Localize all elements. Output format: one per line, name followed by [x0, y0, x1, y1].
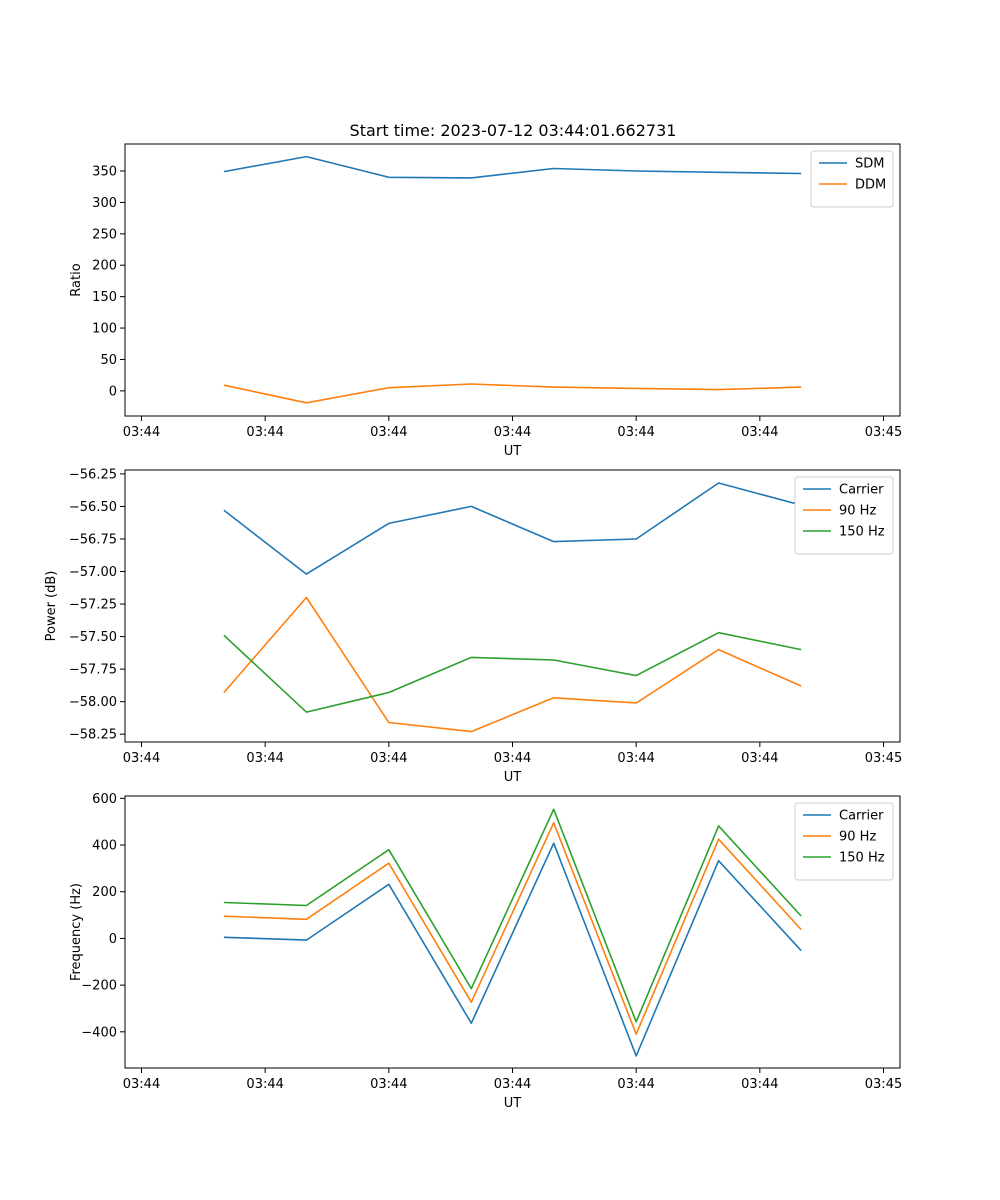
- legend: [810, 150, 894, 208]
- x-tick-label: 03:44: [370, 1077, 407, 1092]
- plot-frame: [124, 795, 901, 1069]
- panel-power: 03:44 03:44 03:44 03:44 03:44 03:44 03:45 −58.2…: [44, 467, 902, 785]
- panel-frequency: 03:44 03:44 03:44 03:44 03:44 03:44 03:45 −400 −…: [69, 792, 902, 1111]
- y-tick-label: 100: [92, 322, 117, 337]
- series-line-150-hz: [223, 631, 802, 713]
- series-line-sdm: [223, 155, 802, 179]
- y-tick-label: −57.25: [69, 598, 117, 613]
- x-tick-label: 03:44: [617, 751, 654, 766]
- x-axis-label: UT: [504, 770, 522, 785]
- y-tick-label: 0: [109, 932, 117, 947]
- legend-label: SDM: [855, 157, 884, 172]
- x-tick-label: 03:44: [617, 425, 654, 440]
- x-tick-label: 03:44: [494, 1077, 531, 1092]
- y-tick-label: −56.25: [69, 467, 117, 482]
- x-tick-label: 03:44: [246, 1077, 283, 1092]
- y-tick-label: 200: [92, 885, 117, 900]
- y-axis-label: Frequency (Hz): [69, 883, 84, 981]
- series-line-carrier: [223, 842, 802, 1057]
- x-tick-label: 03:45: [865, 1077, 902, 1092]
- y-tick-label: 300: [92, 196, 117, 211]
- legend: [794, 476, 894, 555]
- x-tick-label: 03:44: [246, 751, 283, 766]
- y-axis-label: Ratio: [69, 263, 84, 296]
- series-line-ddm: [223, 383, 802, 404]
- y-tick-label: 200: [92, 259, 117, 274]
- y-tick-label: −57.00: [69, 565, 117, 580]
- series-line-90-hz: [223, 821, 802, 1035]
- series-line-carrier: [223, 482, 802, 575]
- legend-label: 90 Hz: [839, 830, 876, 845]
- x-tick-label: 03:44: [370, 751, 407, 766]
- y-tick-label: −57.75: [69, 663, 117, 678]
- x-tick-label: 03:45: [865, 751, 902, 766]
- legend-label: 90 Hz: [839, 504, 876, 519]
- legend-label: DDM: [855, 178, 886, 193]
- legend-label: Carrier: [839, 809, 884, 824]
- y-tick-label: −58.00: [69, 695, 117, 710]
- plot-frame: [124, 469, 901, 743]
- y-tick-label: 150: [92, 290, 117, 305]
- y-tick-label: −56.50: [69, 500, 117, 515]
- x-tick-label: 03:44: [123, 751, 160, 766]
- y-tick-label: 350: [92, 165, 117, 180]
- y-tick-label: 50: [100, 353, 117, 368]
- x-tick-label: 03:44: [123, 425, 160, 440]
- series-line-90-hz: [223, 596, 802, 733]
- y-tick-label: −57.50: [69, 630, 117, 645]
- x-tick-label: 03:44: [494, 751, 531, 766]
- series-line-150-hz: [223, 808, 802, 1023]
- figure-title: Start time: 2023-07-12 03:44:01.662731: [350, 121, 677, 140]
- y-tick-label: −58.25: [69, 728, 117, 743]
- legend-label: Carrier: [839, 483, 884, 498]
- x-tick-label: 03:44: [370, 425, 407, 440]
- y-tick-label: −200: [81, 979, 117, 994]
- y-tick-label: 600: [92, 792, 117, 807]
- x-tick-label: 03:44: [741, 1077, 778, 1092]
- y-tick-label: 400: [92, 839, 117, 854]
- x-axis-label: UT: [504, 1096, 522, 1111]
- x-tick-label: 03:44: [741, 425, 778, 440]
- x-tick-label: 03:44: [617, 1077, 654, 1092]
- y-tick-label: 0: [109, 384, 117, 399]
- panel-ratio: 03:44 03:44 03:44 03:44 03:44 03:44 03:45 0 50 10…: [69, 143, 902, 459]
- legend-label: 150 Hz: [839, 525, 885, 540]
- plot-frame: [124, 143, 901, 417]
- x-tick-label: 03:44: [741, 751, 778, 766]
- x-tick-label: 03:44: [246, 425, 283, 440]
- x-tick-label: 03:44: [123, 1077, 160, 1092]
- y-tick-label: −400: [81, 1025, 117, 1040]
- x-tick-label: 03:45: [865, 425, 902, 440]
- legend-label: 150 Hz: [839, 851, 885, 866]
- x-axis-label: UT: [504, 444, 522, 459]
- y-axis-label: Power (dB): [44, 571, 59, 642]
- legend: [794, 802, 894, 881]
- y-tick-label: −56.75: [69, 532, 117, 547]
- y-tick-label: 250: [92, 227, 117, 242]
- x-tick-label: 03:44: [494, 425, 531, 440]
